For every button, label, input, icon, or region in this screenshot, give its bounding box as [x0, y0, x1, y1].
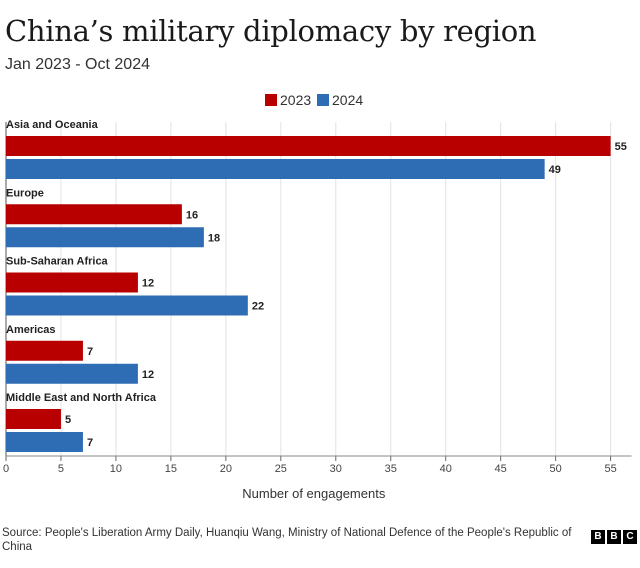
- bbc-logo-block: B: [591, 530, 605, 544]
- category-label: Asia and Oceania: [6, 119, 99, 131]
- bar: [6, 227, 204, 248]
- legend-swatch: [265, 94, 277, 106]
- legend-label: 2023: [280, 92, 311, 108]
- category-label: Sub-Saharan Africa: [6, 256, 109, 268]
- x-tick-label: 15: [165, 463, 177, 475]
- x-tick-label: 55: [604, 463, 616, 475]
- data-label: 49: [549, 164, 561, 176]
- category-label: Americas: [6, 324, 56, 336]
- bar: [6, 272, 138, 293]
- bar-chart: 2023 2024 0 5 10 15 20 25 30 35 40 45 50 55 Number of …: [3, 92, 632, 501]
- x-tick-label: 0: [3, 463, 9, 475]
- x-tick-label: 10: [110, 463, 122, 475]
- data-label: 16: [186, 209, 198, 221]
- data-label: 7: [87, 346, 93, 358]
- category-label: Europe: [6, 187, 44, 199]
- data-label: 12: [142, 369, 154, 381]
- bar: [6, 409, 61, 429]
- x-axis-label: Number of engagements: [242, 486, 386, 501]
- bar: [6, 363, 138, 384]
- data-label: 22: [252, 301, 264, 313]
- source-note: Source: People's Liberation Army Daily, …: [2, 527, 572, 553]
- chart-title: China’s military diplomacy by region: [5, 14, 537, 48]
- x-tick-label: 5: [58, 463, 64, 475]
- data-label: 55: [615, 141, 627, 153]
- x-tick-label: 40: [440, 463, 452, 475]
- x-tick-label: 45: [495, 463, 507, 475]
- x-tick-label: 50: [550, 463, 562, 475]
- data-label: 5: [65, 414, 71, 426]
- x-tick-label: 30: [330, 463, 342, 475]
- x-tick-label: 25: [275, 463, 287, 475]
- legend-swatch: [317, 94, 329, 106]
- x-tick-label: 20: [220, 463, 232, 475]
- data-label: 7: [87, 437, 93, 449]
- category-label: Middle East and North Africa: [6, 392, 157, 404]
- legend-label: 2024: [332, 92, 363, 108]
- bbc-logo-block: C: [623, 530, 637, 544]
- bar: [6, 136, 611, 156]
- chart-subtitle: Jan 2023 - Oct 2024: [5, 56, 150, 73]
- bbc-logo-block: B: [607, 530, 621, 544]
- bar: [6, 295, 248, 316]
- x-tick-label: 35: [385, 463, 397, 475]
- data-label: 12: [142, 278, 154, 290]
- data-label: 18: [208, 232, 220, 244]
- bar: [6, 159, 545, 179]
- bbc-logo: B B C: [591, 530, 637, 544]
- bar: [6, 432, 83, 452]
- bar: [6, 340, 83, 361]
- bar: [6, 204, 182, 225]
